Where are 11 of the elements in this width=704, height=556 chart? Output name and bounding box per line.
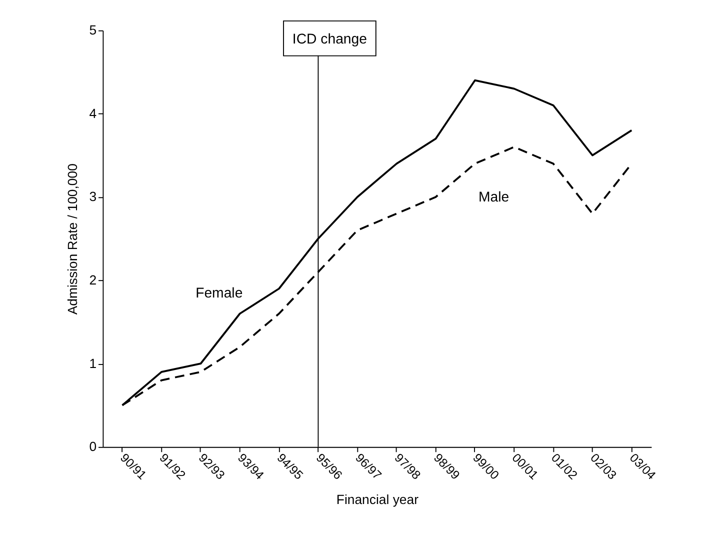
y-tick-label: 5 — [89, 22, 97, 38]
x-axis-title: Financial year — [336, 492, 420, 507]
y-tick-label: 2 — [89, 272, 97, 288]
y-tick-label: 0 — [89, 439, 97, 454]
y-tick-label: 1 — [89, 356, 97, 371]
y-axis-title: Admission Rate / 100,000 — [65, 164, 80, 315]
series-label: Female — [196, 284, 243, 301]
ref-line-label: ICD change — [292, 30, 368, 47]
y-tick-label: 3 — [89, 189, 97, 204]
series-label: Male — [478, 188, 510, 204]
y-tick-label: 4 — [89, 106, 97, 121]
